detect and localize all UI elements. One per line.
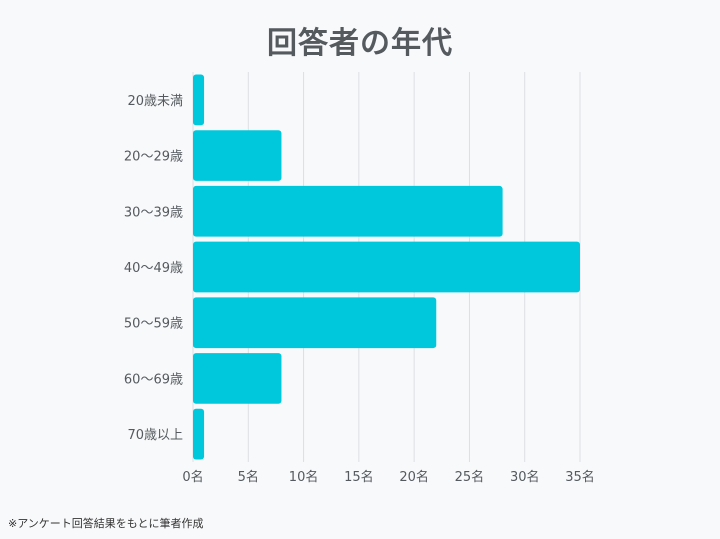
category-label: 30〜39歳 (124, 205, 183, 220)
category-label: 50〜59歳 (124, 317, 183, 332)
x-tick-label: 10名 (289, 469, 319, 485)
footnote: ※アンケート回答結果をもとに筆者作成 (8, 517, 204, 530)
x-tick-label: 25名 (455, 469, 485, 485)
x-tick-labels: 0名 5名 10名 15名 20名 25名 30名 35名 (182, 469, 594, 485)
category-labels: 20歳未満 20〜29歳 30〜39歳 40〜49歳 50〜59歳 60〜69歳 70歳以上 (124, 94, 183, 443)
bar (193, 130, 282, 181)
bar (193, 74, 205, 126)
chart-title: 回答者の年代 (267, 26, 453, 61)
category-label: 70歳以上 (127, 428, 183, 443)
bar (193, 297, 437, 349)
x-tick-label: 20名 (399, 469, 429, 485)
bar (193, 185, 503, 237)
x-tick-label: 35名 (565, 469, 595, 485)
x-tick-label: 5名 (238, 469, 259, 485)
bar (193, 353, 282, 404)
category-label: 20〜29歳 (124, 150, 183, 165)
bar (193, 241, 580, 293)
category-label: 40〜49歳 (124, 261, 183, 276)
x-tick-label: 30名 (510, 469, 540, 485)
category-label: 20歳未満 (127, 94, 183, 109)
x-tick-label: 15名 (344, 469, 374, 485)
bars (193, 74, 580, 460)
bar (193, 408, 205, 460)
x-tick-label: 0名 (182, 469, 203, 485)
category-label: 60〜69歳 (124, 372, 183, 387)
